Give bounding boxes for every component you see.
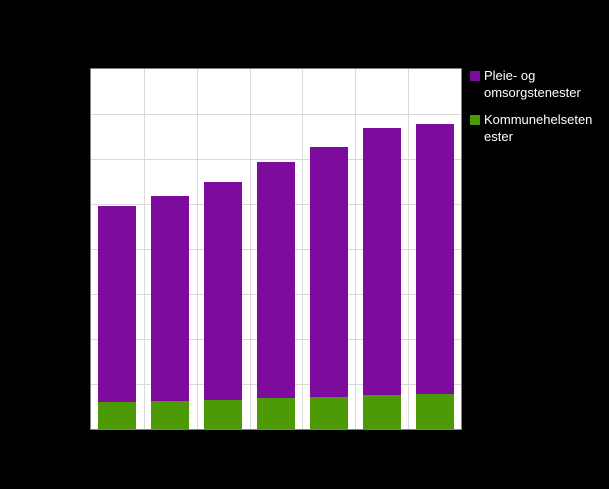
- bar-group: [204, 69, 243, 429]
- legend-swatch-purple: [470, 71, 480, 81]
- bar-segment-pleie-og-omsorgstenester: [362, 127, 401, 396]
- bar-segment-pleie-og-omsorgstenester: [309, 146, 348, 397]
- bar-segment-kommunehelsetenester: [309, 396, 348, 429]
- legend-swatch-green: [470, 114, 480, 125]
- bar-group: [256, 69, 296, 429]
- bar-group: [309, 69, 348, 429]
- bar-group: [98, 69, 137, 429]
- legend-item-kommunehelsetenester: Kommunehelsetenester: [470, 112, 606, 146]
- bar-slot: [302, 69, 355, 429]
- bar-segment-pleie-og-omsorgstenester: [151, 195, 190, 401]
- legend-label-pleie-og-omsorgstenester: Pleie- og omsorgstenester: [484, 68, 581, 100]
- bar-segment-kommunehelsetenester: [204, 399, 243, 429]
- bar-segment-kommunehelsetenester: [362, 395, 401, 429]
- bar-segment-pleie-og-omsorgstenester: [204, 181, 243, 400]
- bar-segment-kommunehelsetenester: [98, 402, 137, 429]
- bar-slot: [197, 69, 250, 429]
- legend-label-kommunehelsetenester: Kommunehelsetenester: [484, 111, 593, 144]
- legend: Pleie- og omsorgstenester Kommunehelsete…: [470, 68, 606, 156]
- bar-group: [415, 69, 454, 429]
- bar-segment-kommunehelsetenester: [415, 393, 454, 429]
- bar-slot: [91, 69, 144, 429]
- bar-slot: [144, 69, 197, 429]
- bars-container: [91, 69, 461, 429]
- bar-slot: [250, 69, 303, 429]
- bar-segment-kommunehelsetenester: [256, 398, 296, 429]
- bar-slot: [355, 69, 408, 429]
- bar-slot: [408, 69, 461, 429]
- bar-segment-pleie-og-omsorgstenester: [415, 123, 454, 394]
- bar-segment-kommunehelsetenester: [151, 400, 190, 429]
- bar-segment-pleie-og-omsorgstenester: [98, 206, 137, 402]
- bar-group: [362, 69, 401, 429]
- bar-group: [151, 69, 190, 429]
- plot-area: [90, 68, 462, 430]
- bar-segment-pleie-og-omsorgstenester: [256, 162, 296, 399]
- legend-item-pleie-og-omsorgstenester: Pleie- og omsorgstenester: [470, 68, 606, 102]
